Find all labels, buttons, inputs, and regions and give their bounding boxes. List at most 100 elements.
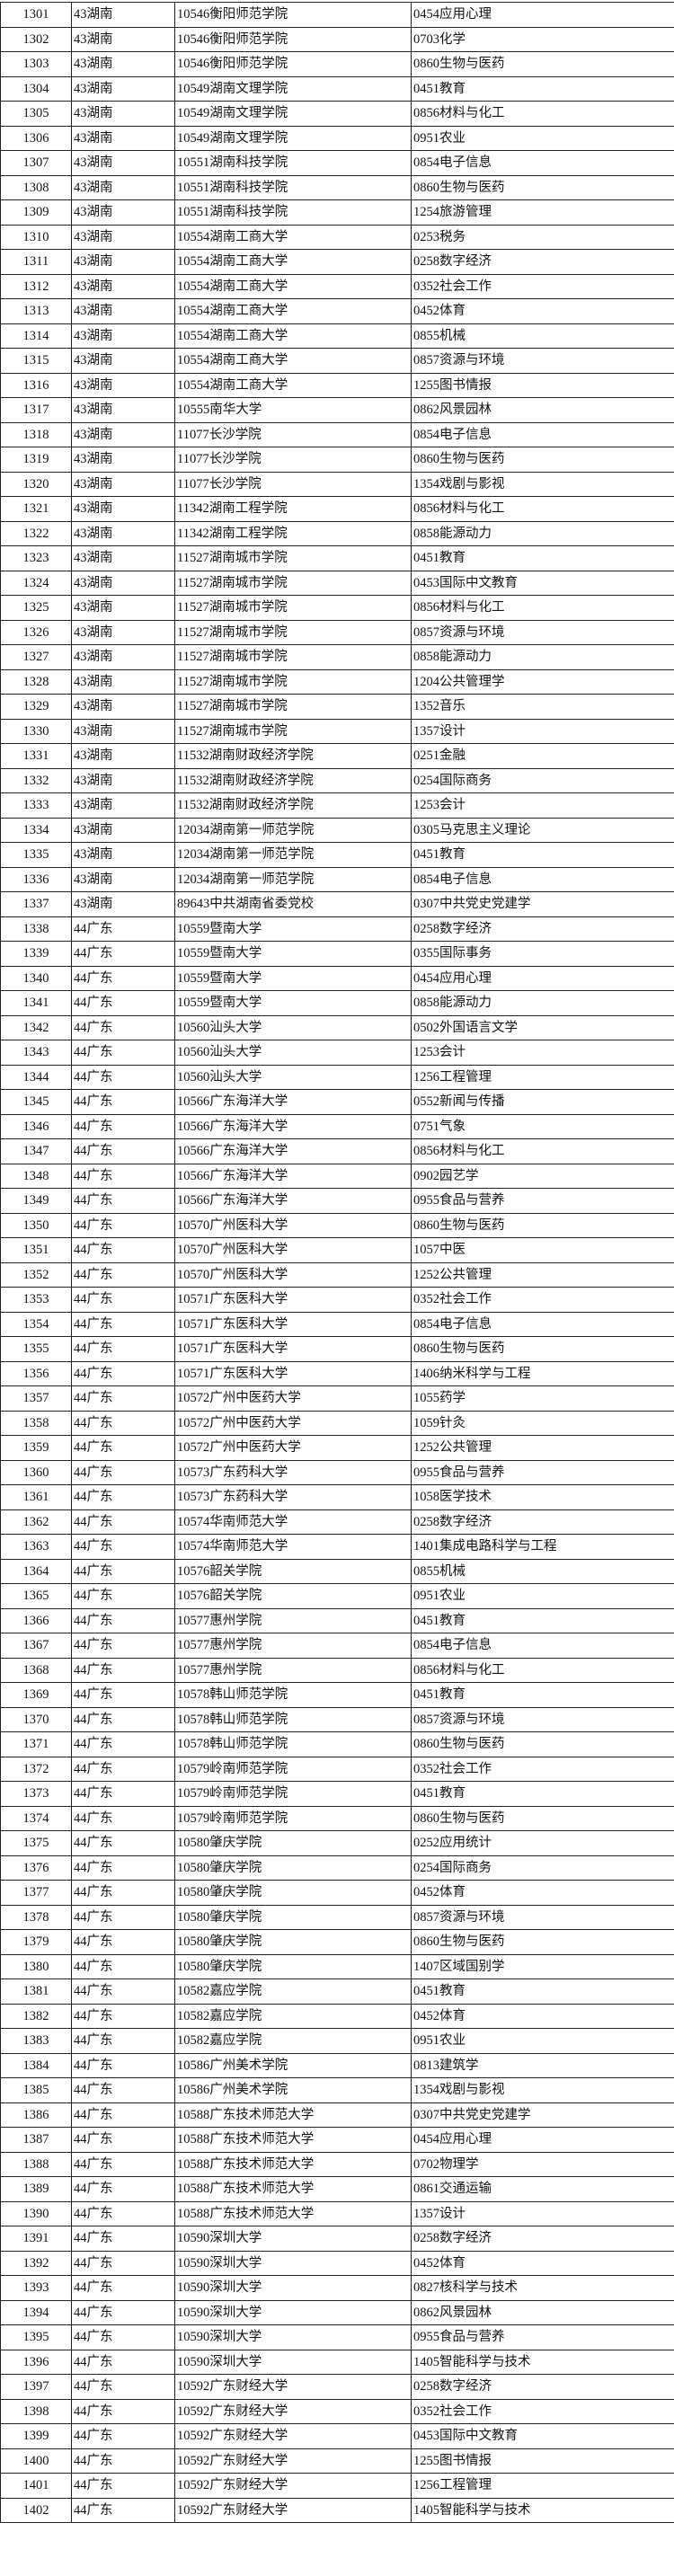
- major-cell: 0855机械: [411, 1558, 674, 1584]
- province-cell: 44广东: [71, 1360, 175, 1386]
- major-cell: 0951农业: [411, 125, 674, 151]
- institution-cell: 10571广东医科大学: [174, 1360, 412, 1386]
- row-number: 1314: [0, 323, 72, 349]
- institution-cell: 10554湖南工商大学: [174, 348, 412, 374]
- institution-cell: 10579岭南师范学院: [174, 1756, 412, 1782]
- major-cell: 1405智能科学与技术: [411, 2349, 674, 2375]
- table-row: 1364 44广东 10576韶关学院 0855机械: [0, 1558, 674, 1584]
- major-cell: 0902园艺学: [411, 1163, 674, 1189]
- major-cell: 0254国际商务: [411, 767, 674, 793]
- table-row: 1363 44广东 10574华南师范大学 1401集成电路科学与工程: [0, 1534, 674, 1560]
- major-cell: 0860生物与医药: [411, 1336, 674, 1362]
- major-cell: 1357设计: [411, 2200, 674, 2226]
- table-row: 1323 43湖南 11527湖南城市学院 0451教育: [0, 545, 674, 571]
- institution-cell: 10592广东财经大学: [174, 2448, 412, 2474]
- institution-cell: 10546衡阳师范学院: [174, 2, 412, 28]
- institution-cell: 10572广州中医药大学: [174, 1410, 412, 1436]
- province-cell: 43湖南: [71, 397, 175, 423]
- province-cell: 44广东: [71, 1558, 175, 1584]
- province-cell: 44广东: [71, 1756, 175, 1782]
- major-cell: 0451教育: [411, 1781, 674, 1807]
- major-cell: 0860生物与医药: [411, 51, 674, 77]
- institution-cell: 10590深圳大学: [174, 2226, 412, 2252]
- institution-cell: 10588广东技术师范大学: [174, 2102, 412, 2128]
- major-cell: 0452体育: [411, 2250, 674, 2276]
- major-cell: 0355国际事务: [411, 941, 674, 967]
- row-number: 1304: [0, 75, 72, 102]
- province-cell: 44广东: [71, 2299, 175, 2325]
- major-cell: 1254旅游管理: [411, 199, 674, 226]
- row-number: 1393: [0, 2275, 72, 2301]
- institution-cell: 10580肇庆学院: [174, 1880, 412, 1906]
- province-cell: 44广东: [71, 1607, 175, 1633]
- table-row: 1380 44广东 10580肇庆学院 1407区域国别学: [0, 1953, 674, 1979]
- row-number: 1325: [0, 595, 72, 621]
- province-cell: 43湖南: [71, 26, 175, 52]
- major-cell: 0860生物与医药: [411, 1212, 674, 1238]
- row-number: 1378: [0, 1904, 72, 1930]
- row-number: 1313: [0, 298, 72, 324]
- table-row: 1332 43湖南 11532湖南财政经济学院 0254国际商务: [0, 767, 674, 793]
- row-number: 1354: [0, 1311, 72, 1337]
- institution-cell: 11077长沙学院: [174, 447, 412, 473]
- institution-cell: 10554湖南工商大学: [174, 273, 412, 299]
- institution-cell: 10586广州美术学院: [174, 2077, 412, 2103]
- major-cell: 0855机械: [411, 323, 674, 349]
- institution-cell: 10582嘉应学院: [174, 1978, 412, 2005]
- table-row: 1304 43湖南 10549湖南文理学院 0451教育: [0, 75, 674, 102]
- major-cell: 0854电子信息: [411, 150, 674, 176]
- table-row: 1354 44广东 10571广东医科大学 0854电子信息: [0, 1311, 674, 1337]
- province-cell: 43湖南: [71, 743, 175, 769]
- row-number: 1365: [0, 1583, 72, 1609]
- major-cell: 0856材料与化工: [411, 595, 674, 621]
- row-number: 1358: [0, 1410, 72, 1436]
- row-number: 1342: [0, 1014, 72, 1040]
- province-cell: 44广东: [71, 2077, 175, 2103]
- institution-cell: 12034湖南第一师范学院: [174, 842, 412, 868]
- province-cell: 44广东: [71, 1953, 175, 1979]
- row-number: 1317: [0, 397, 72, 423]
- major-cell: 0451教育: [411, 1607, 674, 1633]
- table-row: 1386 44广东 10588广东技术师范大学 0307中共党史党建学: [0, 2102, 674, 2128]
- table-row: 1387 44广东 10588广东技术师范大学 0454应用心理: [0, 2127, 674, 2153]
- province-cell: 44广东: [71, 2275, 175, 2301]
- province-cell: 44广东: [71, 1731, 175, 1757]
- institution-cell: 10577惠州学院: [174, 1657, 412, 1683]
- table-row: 1375 44广东 10580肇庆学院 0252应用统计: [0, 1830, 674, 1856]
- table-row: 1326 43湖南 11527湖南城市学院 0857资源与环境: [0, 619, 674, 645]
- row-number: 1337: [0, 891, 72, 917]
- province-cell: 44广东: [71, 1113, 175, 1139]
- province-cell: 43湖南: [71, 570, 175, 596]
- province-cell: 44广东: [71, 1089, 175, 1115]
- row-number: 1315: [0, 348, 72, 374]
- row-number: 1360: [0, 1459, 72, 1485]
- major-cell: 1252公共管理: [411, 1261, 674, 1288]
- table-row: 1376 44广东 10580肇庆学院 0254国际商务: [0, 1855, 674, 1881]
- table-row: 1337 43湖南 89643中共湖南省委党校 0307中共党史党建学: [0, 891, 674, 917]
- table-row: 1346 44广东 10566广东海洋大学 0751气象: [0, 1113, 674, 1139]
- row-number: 1344: [0, 1064, 72, 1090]
- row-number: 1307: [0, 150, 72, 176]
- row-number: 1391: [0, 2226, 72, 2252]
- table-row: 1362 44广东 10574华南师范大学 0258数字经济: [0, 1509, 674, 1535]
- row-number: 1364: [0, 1558, 72, 1584]
- table-row: 1330 43湖南 11527湖南城市学院 1357设计: [0, 718, 674, 744]
- institution-cell: 10592广东财经大学: [174, 2423, 412, 2449]
- table-row: 1336 43湖南 12034湖南第一师范学院 0854电子信息: [0, 866, 674, 892]
- table-row: 1351 44广东 10570广州医科大学 1057中医: [0, 1237, 674, 1263]
- province-cell: 43湖南: [71, 866, 175, 892]
- institution-cell: 10578韩山师范学院: [174, 1706, 412, 1732]
- row-number: 1311: [0, 249, 72, 275]
- major-cell: 0258数字经济: [411, 1509, 674, 1535]
- institution-cell: 10580肇庆学院: [174, 1855, 412, 1881]
- institution-cell: 10570广州医科大学: [174, 1237, 412, 1263]
- row-number: 1326: [0, 619, 72, 645]
- province-cell: 44广东: [71, 1880, 175, 1906]
- major-cell: 0452体育: [411, 1880, 674, 1906]
- row-number: 1399: [0, 2423, 72, 2449]
- row-number: 1377: [0, 1880, 72, 1906]
- table-row: 1391 44广东 10590深圳大学 0258数字经济: [0, 2226, 674, 2252]
- table-row: 1367 44广东 10577惠州学院 0854电子信息: [0, 1633, 674, 1659]
- table-row: 1301 43湖南 10546衡阳师范学院 0454应用心理: [0, 2, 674, 28]
- major-cell: 1256工程管理: [411, 2473, 674, 2499]
